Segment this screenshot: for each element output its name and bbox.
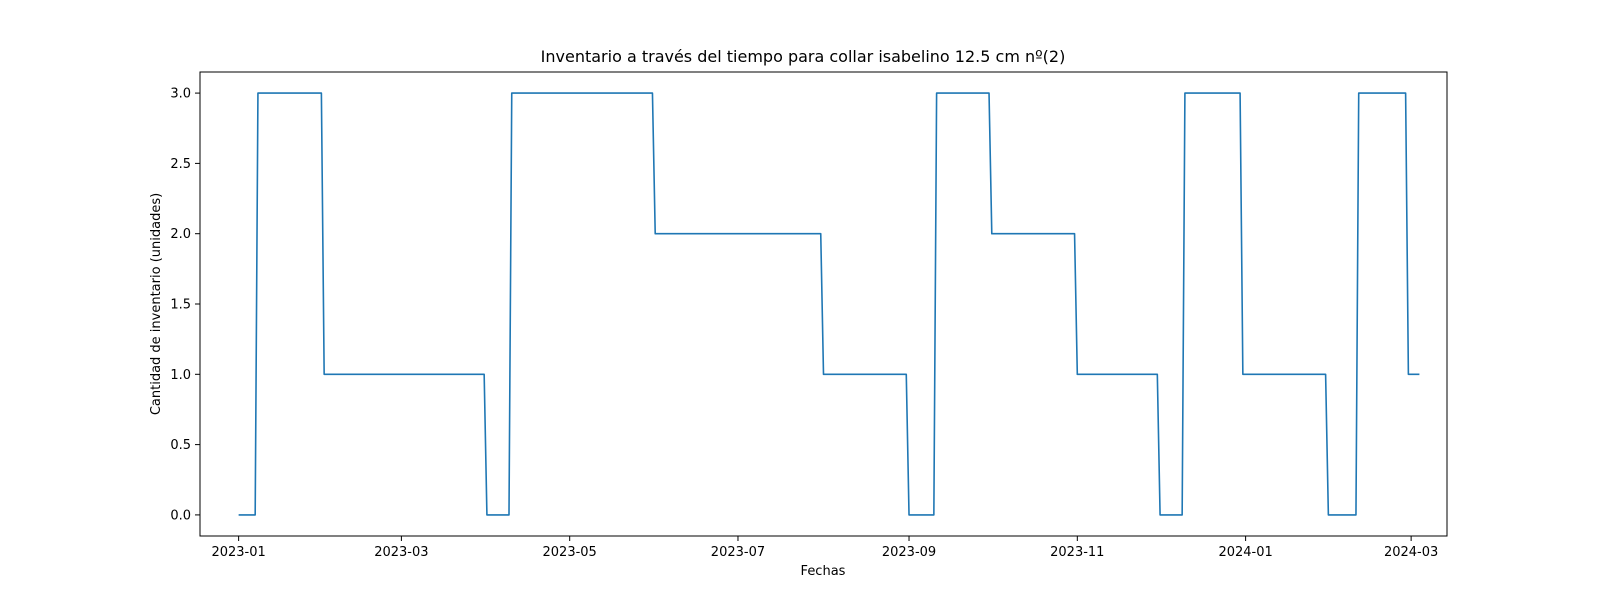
y-tick-label: 0.0 [170, 508, 191, 523]
x-tick-label: 2024-01 [1218, 545, 1272, 560]
x-tick-label: 2023-09 [882, 545, 936, 560]
y-tick-label: 1.5 [170, 298, 191, 313]
y-tick-label: 2.5 [170, 157, 191, 172]
y-tick-label: 0.5 [170, 438, 191, 453]
y-axis-label: Cantidad de inventario (unidades) [149, 193, 164, 415]
y-axis: 0.0 0.5 1.0 1.5 2.0 2.5 3.0 [170, 87, 200, 523]
x-tick-label: 2023-03 [374, 545, 428, 560]
x-tick-label: 2023-11 [1050, 545, 1104, 560]
inventory-series-line [238, 92, 1420, 516]
x-axis: 2023-01 2023-03 2023-05 2023-07 2023-09 2023-… [211, 536, 1438, 560]
chart-title: Inventario a través del tiempo para coll… [541, 47, 1066, 66]
y-tick-label: 1.0 [170, 368, 191, 383]
axes-frame [199, 71, 1448, 537]
y-tick-label: 2.0 [170, 227, 191, 242]
plot-area [238, 92, 1420, 516]
x-tick-label: 2023-01 [211, 545, 265, 560]
x-tick-label: 2024-03 [1384, 545, 1438, 560]
x-tick-label: 2023-05 [543, 545, 597, 560]
x-tick-label: 2023-07 [711, 545, 765, 560]
x-axis-label: Fechas [801, 564, 846, 579]
y-tick-label: 3.0 [170, 87, 191, 102]
